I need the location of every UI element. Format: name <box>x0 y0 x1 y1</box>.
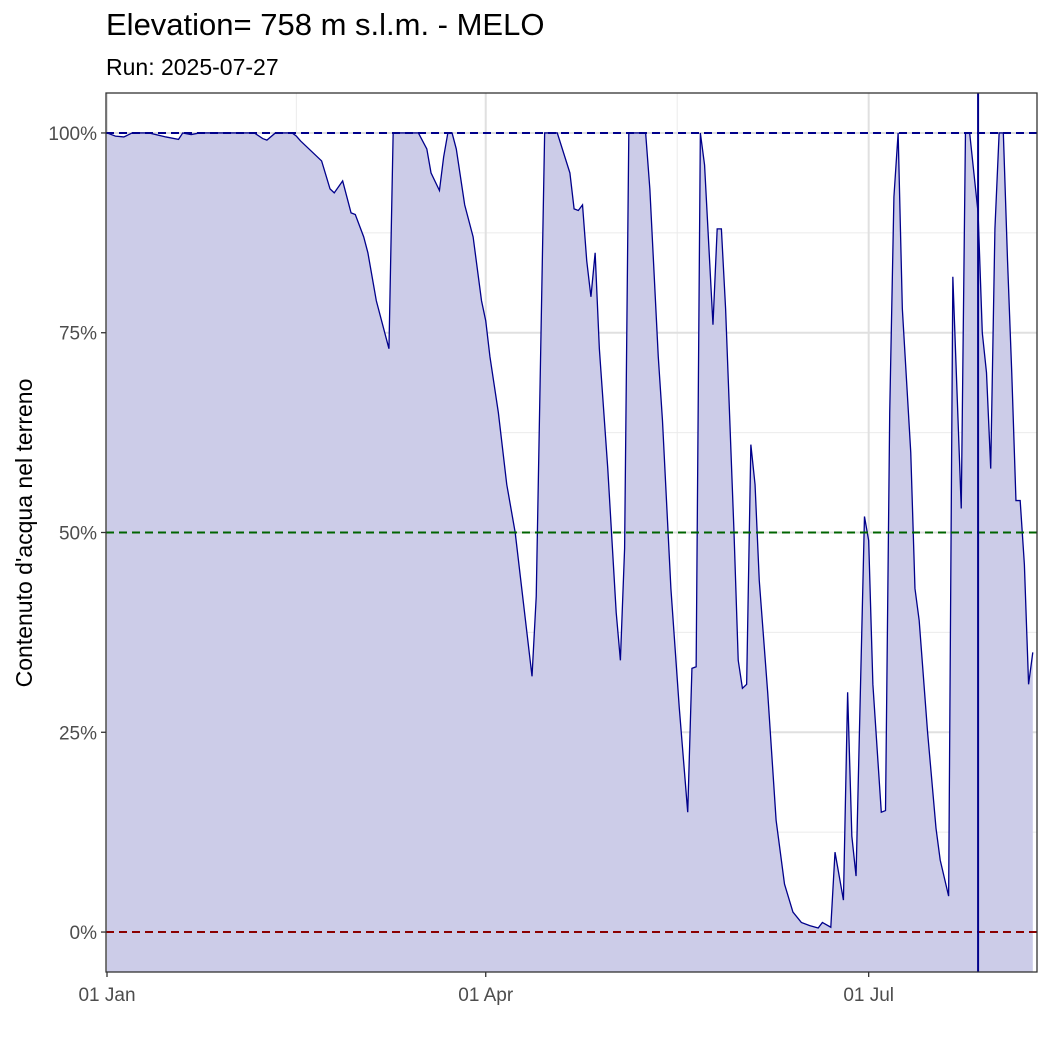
x-tick-label: 01 Jul <box>843 985 894 1006</box>
x-tick-label: 01 Apr <box>458 985 514 1006</box>
y-axis-label: Contenuto d'acqua nel terreno <box>11 379 37 688</box>
y-tick-label: 75% <box>59 324 97 345</box>
line <box>106 132 1034 929</box>
y-tick-label: 25% <box>59 723 97 744</box>
y-tick-label: 50% <box>59 524 97 545</box>
area <box>107 132 1033 972</box>
y-tick-label: 0% <box>70 923 98 944</box>
y-tick-label: 100% <box>48 124 97 145</box>
chart-title: Elevation= 758 m s.l.m. - MELO <box>106 7 544 42</box>
x-tick-label: 01 Jan <box>78 985 135 1006</box>
chart-subtitle: Run: 2025-07-27 <box>106 54 279 80</box>
